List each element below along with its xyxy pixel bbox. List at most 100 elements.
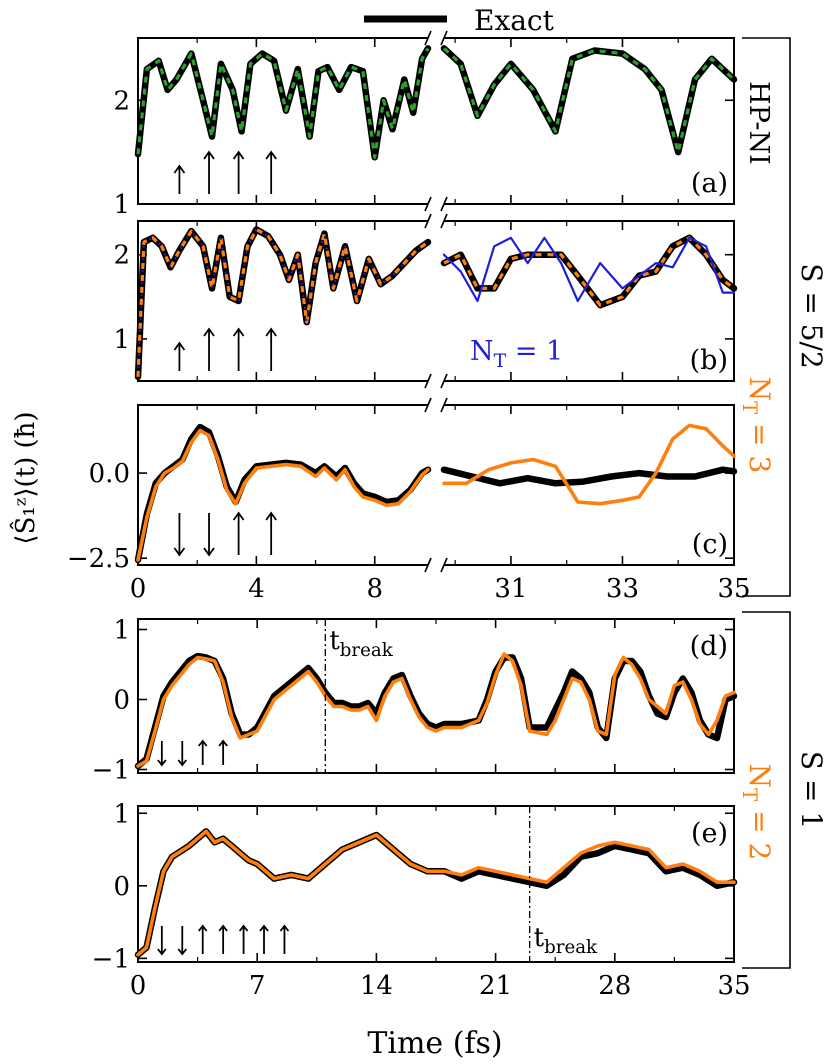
label-nt3: NT = 3 [738, 377, 776, 474]
axis-break-mark [440, 373, 448, 389]
panel-tag: (d) [690, 631, 728, 662]
arrow-head [238, 924, 249, 932]
arrow-head [198, 739, 208, 747]
t-break-label: tbreak [534, 923, 598, 958]
series-exact [134, 652, 738, 770]
series-nt [136, 652, 736, 768]
label-s52: S = 5/2 [795, 263, 828, 369]
axis-break-mark [440, 213, 448, 229]
axis-break-mark [440, 557, 448, 573]
y-tick-label: 1 [113, 325, 130, 355]
series-nt [442, 423, 736, 506]
t-break-label: tbreak [329, 626, 393, 661]
arrow-head [265, 511, 277, 521]
series-exact [134, 423, 432, 564]
x-tick-label: 8 [366, 574, 383, 604]
arrow-head [173, 547, 186, 557]
y-tick-label: 0 [113, 686, 130, 716]
series-nt [136, 428, 430, 562]
series-nt1 [442, 236, 736, 303]
panel-b: 1 2 (b) NT = 1 [113, 213, 738, 389]
arrow-head [173, 164, 186, 174]
arrow-head [203, 150, 215, 160]
axes-frame-right [444, 220, 735, 382]
y-tick-label: 0 [113, 872, 130, 902]
legend-exact-label: Exact [474, 4, 555, 37]
label-nt1: NT = 1 [470, 336, 563, 372]
y-tick-label: −1 [92, 944, 130, 974]
bracket-s1 [742, 611, 791, 969]
panels: 12(a)12(b)NT = 1−2.50.00 4 8 31 33 35(c)−101(… [67, 30, 751, 1001]
axis-break-mark [424, 557, 432, 573]
series-exact [440, 234, 738, 309]
arrow-head [265, 327, 277, 337]
label-s1: S = 1 [795, 751, 828, 829]
axes-frame [137, 805, 735, 963]
x-tick-label: 21 [479, 971, 512, 1001]
y-axis-label: ⟨Ŝ₁ᶻ⟩(t) (ħ) [9, 411, 41, 544]
arrow-head [232, 511, 245, 521]
arrow-head [157, 948, 167, 956]
y-tick-label: 1 [113, 190, 130, 220]
panel-tag: (e) [691, 818, 728, 849]
axes-frame-right [444, 37, 735, 205]
bracket-s52 [742, 37, 791, 597]
panel-tag: (b) [690, 345, 728, 376]
axis-break-mark [440, 397, 448, 413]
arrow-head [232, 327, 245, 337]
axis-break-mark [424, 373, 432, 389]
arrow-head [279, 924, 290, 932]
series-exact [440, 45, 738, 156]
series-exact [440, 466, 738, 487]
series-nt [136, 829, 736, 957]
arrow-head [265, 150, 277, 160]
panel-d: −1 0 1 (d) tbreak [92, 616, 738, 786]
arrow-head [157, 759, 167, 767]
x-tick-label: 35 [717, 574, 750, 604]
y-tick-label: −2.5 [67, 544, 130, 574]
x-tick-label: 31 [494, 574, 527, 604]
x-tick-label: 35 [717, 971, 750, 1001]
arrow-head [218, 739, 228, 747]
arrow-head [198, 924, 208, 932]
arrow-head [232, 150, 245, 160]
arrow-head [173, 341, 186, 351]
svg-text:NT = 2: NT = 2 [738, 764, 776, 861]
x-tick-label: 14 [360, 971, 393, 1001]
svg-text:NT = 3: NT = 3 [738, 377, 776, 474]
axes-frame-left [137, 220, 428, 382]
x-tick-label: 0 [130, 574, 147, 604]
arrow-head [203, 547, 215, 557]
y-tick-label: 0.0 [89, 459, 130, 489]
axis-break-mark [440, 196, 448, 212]
axis-break-mark [424, 196, 432, 212]
y-tick-label: −1 [92, 756, 130, 786]
x-tick-label: 0 [130, 971, 147, 1001]
panel-tag: (c) [692, 529, 728, 560]
y-tick-label: 1 [113, 616, 130, 646]
panel-a: 1 2 (a) [113, 30, 738, 220]
axes-frame-left [137, 404, 428, 566]
arrow-head [203, 327, 215, 337]
panel-c: −2.5 0.0 0 4 8 31 33 35 (c) [67, 397, 751, 604]
label-nt2: NT = 2 [738, 764, 776, 861]
axes-frame-right [444, 404, 735, 566]
axes-frame-left [137, 37, 428, 205]
axis-break-mark [440, 30, 448, 46]
y-tick-label: 2 [113, 241, 130, 271]
axis-break-mark [424, 397, 432, 413]
x-tick-label: 7 [249, 971, 266, 1001]
arrow-head [177, 948, 187, 956]
x-tick-label: 28 [598, 971, 631, 1001]
series-nt3-dashed [136, 227, 429, 377]
label-hp-ni: HP-NI [743, 81, 774, 165]
y-tick-label: 1 [113, 799, 130, 829]
series-exact [134, 226, 432, 381]
panel-tag: (a) [691, 168, 728, 199]
axis-break-mark [424, 213, 432, 229]
x-tick-label: 33 [606, 574, 639, 604]
arrow-head [177, 759, 187, 767]
series-hp-ni [136, 47, 430, 159]
arrow-head [259, 924, 269, 932]
